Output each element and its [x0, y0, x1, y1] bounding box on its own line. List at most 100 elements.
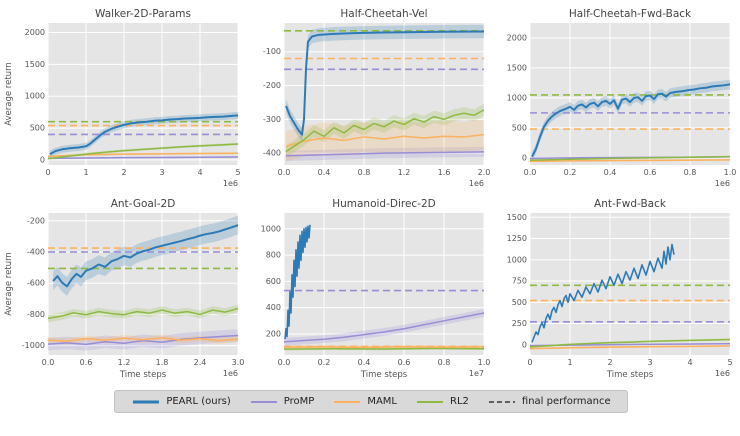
svg-text:3: 3	[647, 358, 652, 367]
legend: PEARL (ours) ProMP MAML RL2 final performanc…	[114, 390, 628, 413]
subplot-ant-fwd-back: 0 1 2 3 4 5 0 250 500 750 1000 1250 1500 Ant-Fwd-Back…	[494, 196, 740, 386]
svg-text:600: 600	[266, 277, 281, 286]
svg-text:3.0: 3.0	[232, 358, 245, 367]
svg-text:0.8: 0.8	[438, 358, 451, 367]
svg-text:2.0: 2.0	[478, 168, 491, 177]
legend-line-sample	[334, 400, 361, 403]
svg-text:2000: 2000	[25, 28, 45, 37]
legend-item-promp: ProMP	[249, 396, 315, 407]
svg-text:Average return: Average return	[4, 252, 14, 316]
legend-line-sample	[417, 400, 443, 403]
svg-text:0: 0	[527, 358, 532, 367]
svg-text:1e7: 1e7	[469, 369, 484, 378]
subplot-humanoid-direc-2d: 0.0 0.2 0.4 0.6 0.8 1.0 200 400 600 800 1000 Humano…	[248, 196, 494, 386]
svg-text:1500: 1500	[507, 63, 527, 72]
svg-text:500: 500	[30, 124, 45, 133]
legend-label: final performance	[521, 396, 611, 407]
svg-text:Time steps: Time steps	[606, 370, 654, 380]
svg-text:2.4: 2.4	[194, 358, 207, 367]
svg-text:0.6: 0.6	[644, 168, 657, 177]
svg-text:1.8: 1.8	[156, 358, 169, 367]
svg-text:-400: -400	[27, 248, 45, 257]
svg-text:1.0: 1.0	[724, 168, 737, 177]
svg-text:500: 500	[512, 298, 527, 307]
svg-text:Time steps: Time steps	[119, 370, 167, 380]
svg-text:3: 3	[159, 168, 164, 177]
legend-label: ProMP	[283, 396, 315, 407]
svg-text:0: 0	[522, 340, 527, 349]
svg-text:0.2: 0.2	[318, 358, 331, 367]
svg-text:0.2: 0.2	[564, 168, 577, 177]
svg-text:2000: 2000	[507, 33, 527, 42]
svg-text:0: 0	[40, 155, 45, 164]
svg-text:-800: -800	[27, 310, 45, 319]
legend-line-sample	[133, 400, 160, 403]
svg-text:-400: -400	[263, 149, 281, 158]
svg-text:750: 750	[512, 277, 527, 286]
svg-text:800: 800	[266, 251, 281, 260]
subplot-half-cheetah-vel: 0.0 0.4 0.8 1.2 1.6 2.0 -400 -300 -200 -100 Half-C…	[248, 6, 494, 196]
svg-text:0.6: 0.6	[80, 358, 93, 367]
svg-text:1e6: 1e6	[715, 179, 730, 188]
svg-text:1: 1	[83, 168, 88, 177]
chart-grid: 0 1 2 3 4 5 0 500 1000 1500 2000 Walker-2D-Params 1e…	[2, 6, 740, 386]
svg-text:0.0: 0.0	[524, 168, 537, 177]
svg-text:250: 250	[512, 319, 527, 328]
svg-text:-200: -200	[27, 216, 45, 225]
svg-text:-200: -200	[263, 81, 281, 90]
legend-line-sample	[488, 400, 515, 403]
svg-text:1e6: 1e6	[223, 179, 238, 188]
svg-text:2: 2	[121, 168, 126, 177]
svg-text:0.4: 0.4	[318, 168, 331, 177]
svg-text:1: 1	[567, 358, 572, 367]
svg-text:-600: -600	[27, 279, 45, 288]
svg-text:0: 0	[45, 168, 50, 177]
legend-item-final-performance: final performance	[487, 396, 611, 407]
svg-text:0.0: 0.0	[42, 358, 55, 367]
svg-text:Walker-2D-Params: Walker-2D-Params	[95, 8, 191, 20]
svg-text:1.6: 1.6	[438, 168, 451, 177]
legend-label: RL2	[450, 396, 469, 407]
svg-text:1.0: 1.0	[478, 358, 491, 367]
svg-text:Average return: Average return	[4, 62, 14, 126]
svg-text:1500: 1500	[507, 213, 527, 222]
svg-text:Humanoid-Direc-2D: Humanoid-Direc-2D	[332, 198, 436, 210]
svg-text:1000: 1000	[507, 93, 527, 102]
subplot-half-cheetah-fwd-back: 0.0 0.2 0.4 0.6 0.8 1.0 0 500 1000 1500 2000 Half-C…	[494, 6, 740, 196]
svg-text:1000: 1000	[507, 255, 527, 264]
svg-text:0.4: 0.4	[604, 168, 617, 177]
svg-text:-300: -300	[263, 115, 281, 124]
legend-label: PEARL (ours)	[166, 396, 231, 407]
svg-text:0: 0	[522, 153, 527, 162]
svg-text:1000: 1000	[25, 92, 45, 101]
svg-text:5: 5	[727, 358, 732, 367]
svg-text:-1000: -1000	[22, 341, 45, 350]
svg-text:Ant-Goal-2D: Ant-Goal-2D	[111, 198, 176, 210]
svg-text:Half-Cheetah-Vel: Half-Cheetah-Vel	[340, 8, 427, 20]
legend-label: MAML	[367, 396, 397, 407]
svg-text:1e6: 1e6	[223, 369, 238, 378]
svg-text:Half-Cheetah-Fwd-Back: Half-Cheetah-Fwd-Back	[569, 8, 692, 20]
legend-item-maml: MAML	[332, 396, 397, 407]
svg-text:0.8: 0.8	[358, 168, 371, 177]
svg-text:0.0: 0.0	[278, 358, 291, 367]
svg-text:1.2: 1.2	[118, 358, 131, 367]
svg-text:200: 200	[266, 329, 281, 338]
svg-text:-100: -100	[263, 47, 281, 56]
svg-text:500: 500	[512, 123, 527, 132]
legend-item-pearl-ours: PEARL (ours)	[131, 396, 231, 407]
subplot-ant-goal-2d: 0.0 0.6 1.2 1.8 2.4 3.0 -1000 -800 -600 -400 -200 A…	[2, 196, 248, 386]
svg-text:2: 2	[607, 358, 612, 367]
svg-text:1000: 1000	[261, 224, 281, 233]
svg-text:0.8: 0.8	[684, 168, 697, 177]
svg-text:0.6: 0.6	[398, 358, 411, 367]
svg-text:400: 400	[266, 303, 281, 312]
svg-text:4: 4	[197, 168, 202, 177]
legend-line-sample	[250, 400, 277, 403]
svg-text:1500: 1500	[25, 60, 45, 69]
legend-row: PEARL (ours) ProMP MAML RL2 final performanc…	[2, 390, 740, 413]
svg-text:1250: 1250	[507, 234, 527, 243]
svg-text:Ant-Fwd-Back: Ant-Fwd-Back	[594, 198, 667, 210]
svg-text:0.4: 0.4	[358, 358, 371, 367]
